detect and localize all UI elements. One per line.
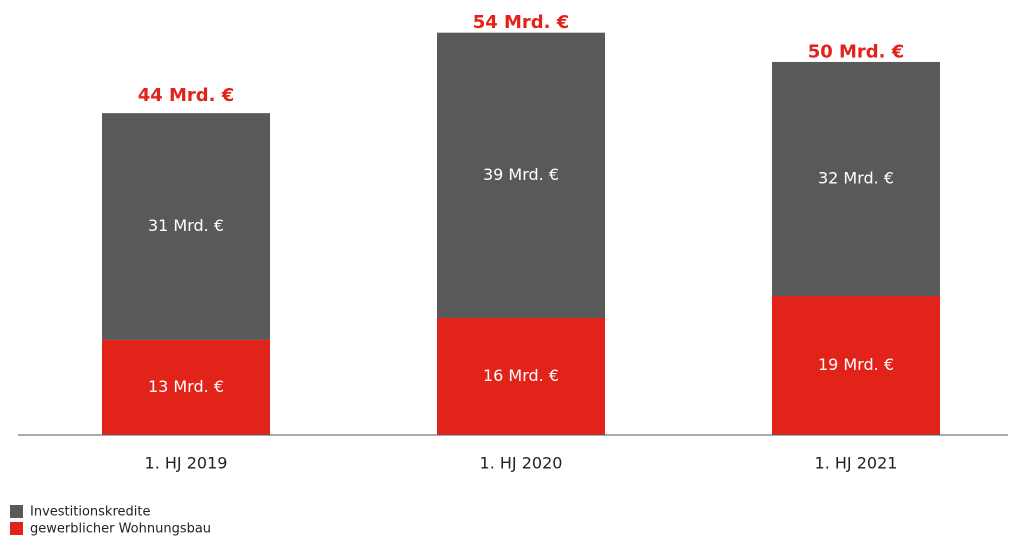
x-tick-label: 1. HJ 2020 bbox=[480, 454, 563, 473]
segment-label: 19 Mrd. € bbox=[818, 355, 894, 374]
total-label: 54 Mrd. € bbox=[473, 12, 570, 33]
legend-swatch bbox=[10, 522, 23, 535]
total-label: 50 Mrd. € bbox=[808, 41, 905, 62]
segment-label: 13 Mrd. € bbox=[148, 377, 224, 396]
segment-label: 32 Mrd. € bbox=[818, 168, 894, 187]
x-tick-label: 1. HJ 2021 bbox=[815, 454, 898, 473]
bar-segment bbox=[102, 339, 270, 435]
legend-label: gewerblicher Wohnungsbau bbox=[30, 522, 211, 537]
x-tick-label: 1. HJ 2019 bbox=[145, 454, 228, 473]
legend-swatch bbox=[10, 505, 23, 518]
total-label: 44 Mrd. € bbox=[138, 85, 235, 106]
bar-segment bbox=[772, 296, 940, 435]
bar-segment bbox=[102, 113, 270, 340]
bar-segment bbox=[437, 317, 605, 435]
legend-label: Investitionskredite bbox=[30, 505, 150, 520]
bar-segment bbox=[772, 61, 940, 297]
segment-label: 16 Mrd. € bbox=[483, 366, 559, 385]
segment-label: 39 Mrd. € bbox=[483, 165, 559, 184]
segment-label: 31 Mrd. € bbox=[148, 216, 224, 235]
bar-segment bbox=[437, 32, 605, 318]
